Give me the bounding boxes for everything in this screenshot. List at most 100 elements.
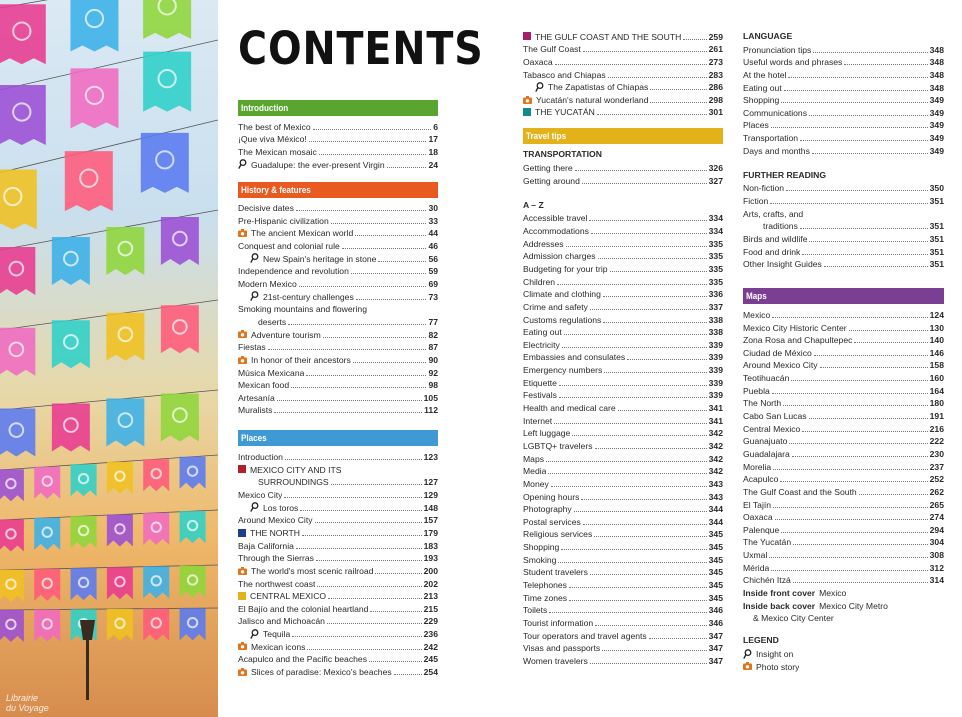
toc-entry[interactable]: Around Mexico City 158 [743,359,944,372]
toc-entry[interactable]: Embassies and consulates 339 [523,351,723,364]
toc-entry[interactable]: Smoking mountains and flowering [238,303,438,316]
toc-entry[interactable]: Acapulco 252 [743,473,944,486]
toc-entry[interactable]: Jalisco and Michoacán 229 [238,615,438,628]
toc-entry[interactable]: Shopping 349 [743,94,944,107]
toc-entry[interactable]: Teotihuacán 160 [743,371,944,384]
toc-entry[interactable]: Guadalupe: the ever-present Virgin 24 [238,158,438,171]
toc-entry[interactable]: Budgeting for your trip 335 [523,262,723,275]
toc-entry[interactable]: The ancient Mexican world 44 [238,227,438,240]
toc-entry[interactable]: Left luggage 342 [523,427,723,440]
toc-entry[interactable]: Health and medical care 341 [523,401,723,414]
toc-entry[interactable]: THE YUCATÁN 301 [523,106,723,119]
toc-entry[interactable]: Accommodations 334 [523,224,723,237]
toc-entry[interactable]: Chichén Itzá 314 [743,574,944,587]
toc-entry[interactable]: Birds and wildlife 351 [743,232,944,245]
toc-entry[interactable]: Communications 349 [743,106,944,119]
toc-entry[interactable]: El Tajín 265 [743,498,944,511]
toc-entry[interactable]: Puebla 164 [743,384,944,397]
toc-entry[interactable]: Yucatán's natural wonderland 298 [523,93,723,106]
toc-entry[interactable]: Mexico City 129 [238,488,438,501]
toc-entry[interactable]: Time zones 345 [523,591,723,604]
toc-entry[interactable]: Slices of paradise: Mexico's beaches 254 [238,665,438,678]
toc-entry[interactable]: Toilets 346 [523,604,723,617]
toc-entry[interactable]: Zona Rosa and Chapultepec 140 [743,334,944,347]
toc-entry[interactable]: The North 180 [743,397,944,410]
toc-entry[interactable]: Conquest and colonial rule 46 [238,239,438,252]
toc-entry[interactable]: 21st-century challenges 73 [238,290,438,303]
toc-entry[interactable]: Mexican icons 242 [238,640,438,653]
toc-entry[interactable]: traditions 351 [743,220,944,233]
toc-entry[interactable]: The world's most scenic railroad 200 [238,564,438,577]
toc-entry[interactable]: Central Mexico 216 [743,422,944,435]
toc-entry[interactable]: Smoking 345 [523,553,723,566]
toc-entry[interactable]: Adventure tourism 82 [238,328,438,341]
toc-entry[interactable]: Money 343 [523,477,723,490]
toc-entry[interactable]: deserts 77 [238,315,438,328]
toc-entry[interactable]: Days and months 349 [743,144,944,157]
toc-entry[interactable]: Addresses 335 [523,237,723,250]
toc-entry[interactable]: Transportation 349 [743,131,944,144]
toc-entry[interactable]: Baja California 183 [238,539,438,552]
toc-entry[interactable]: Tequila 236 [238,627,438,640]
toc-entry[interactable]: The Gulf Coast and the South 262 [743,485,944,498]
toc-entry[interactable]: Guadalajara 230 [743,447,944,460]
toc-entry[interactable]: CENTRAL MEXICO 213 [238,590,438,603]
toc-entry[interactable]: Oaxaca 274 [743,511,944,524]
toc-entry[interactable]: Música Mexicana 92 [238,366,438,379]
toc-entry[interactable]: Oaxaca 273 [523,55,723,68]
toc-entry[interactable]: MEXICO CITY AND ITS [238,463,438,476]
toc-entry[interactable]: Useful words and phrases 348 [743,56,944,69]
toc-entry[interactable]: Independence and revolution 59 [238,265,438,278]
toc-entry[interactable]: Tabasco and Chiapas 283 [523,68,723,81]
inside-front-cover-entry[interactable]: Inside front cover Mexico [743,586,944,599]
toc-entry[interactable]: LGBTQ+ travelers 342 [523,439,723,452]
toc-entry[interactable]: Emergency numbers 339 [523,363,723,376]
toc-entry[interactable]: Artesanía 105 [238,391,438,404]
toc-entry[interactable]: Cabo San Lucas 191 [743,409,944,422]
toc-entry[interactable]: Decisive dates 30 [238,202,438,215]
toc-entry[interactable]: Acapulco and the Pacific beaches 245 [238,653,438,666]
toc-entry[interactable]: Mérida 312 [743,561,944,574]
toc-entry[interactable]: Uxmal 308 [743,548,944,561]
toc-entry[interactable]: Admission charges 335 [523,250,723,263]
toc-entry[interactable]: Mexico City Historic Center 130 [743,321,944,334]
toc-entry[interactable]: Eating out 338 [523,326,723,339]
toc-entry[interactable]: Religious services 345 [523,528,723,541]
toc-entry[interactable]: Internet 341 [523,414,723,427]
toc-entry[interactable]: Introduction 123 [238,450,438,463]
toc-entry[interactable]: Palenque 294 [743,523,944,536]
toc-entry[interactable]: Mexico 124 [743,308,944,321]
toc-entry[interactable]: Photography 344 [523,503,723,516]
toc-entry[interactable]: Accessible travel 334 [523,212,723,225]
toc-entry[interactable]: Pronunciation tips 348 [743,43,944,56]
toc-entry[interactable]: Postal services 344 [523,515,723,528]
toc-entry[interactable]: Fiction 351 [743,194,944,207]
toc-entry[interactable]: Food and drink 351 [743,245,944,258]
toc-entry[interactable]: Tour operators and travel agents 347 [523,629,723,642]
toc-entry[interactable]: Through the Sierras 193 [238,552,438,565]
toc-entry[interactable]: The Mexican mosaic 18 [238,145,438,158]
toc-entry[interactable]: Guanajuato 222 [743,435,944,448]
toc-entry[interactable]: Student travelers 345 [523,566,723,579]
toc-entry[interactable]: SURROUNDINGS 127 [238,476,438,489]
toc-entry[interactable]: Opening hours 343 [523,490,723,503]
toc-entry[interactable]: The Zapatistas of Chiapas 286 [523,81,723,94]
toc-entry[interactable]: THE GULF COAST AND THE SOUTH 259 [523,30,723,43]
toc-entry[interactable]: Visas and passports 347 [523,642,723,655]
toc-entry[interactable]: Electricity 339 [523,338,723,351]
toc-entry[interactable]: Morelia 237 [743,460,944,473]
toc-entry[interactable]: Children 335 [523,275,723,288]
toc-entry[interactable]: Places 349 [743,119,944,132]
toc-entry[interactable]: ¡Que viva México! 17 [238,133,438,146]
toc-entry[interactable]: The Yucatán 304 [743,536,944,549]
toc-entry[interactable]: Around Mexico City 157 [238,514,438,527]
toc-entry[interactable]: Climate and clothing 336 [523,288,723,301]
toc-entry[interactable]: The northwest coast 202 [238,577,438,590]
toc-entry[interactable]: The Gulf Coast 261 [523,43,723,56]
toc-entry[interactable]: Crime and safety 337 [523,300,723,313]
toc-entry[interactable]: Modern Mexico 69 [238,277,438,290]
toc-entry[interactable]: Shopping 345 [523,540,723,553]
toc-entry[interactable]: Customs regulations 338 [523,313,723,326]
toc-entry[interactable]: The best of Mexico 6 [238,120,438,133]
toc-entry[interactable]: Telephones 345 [523,578,723,591]
